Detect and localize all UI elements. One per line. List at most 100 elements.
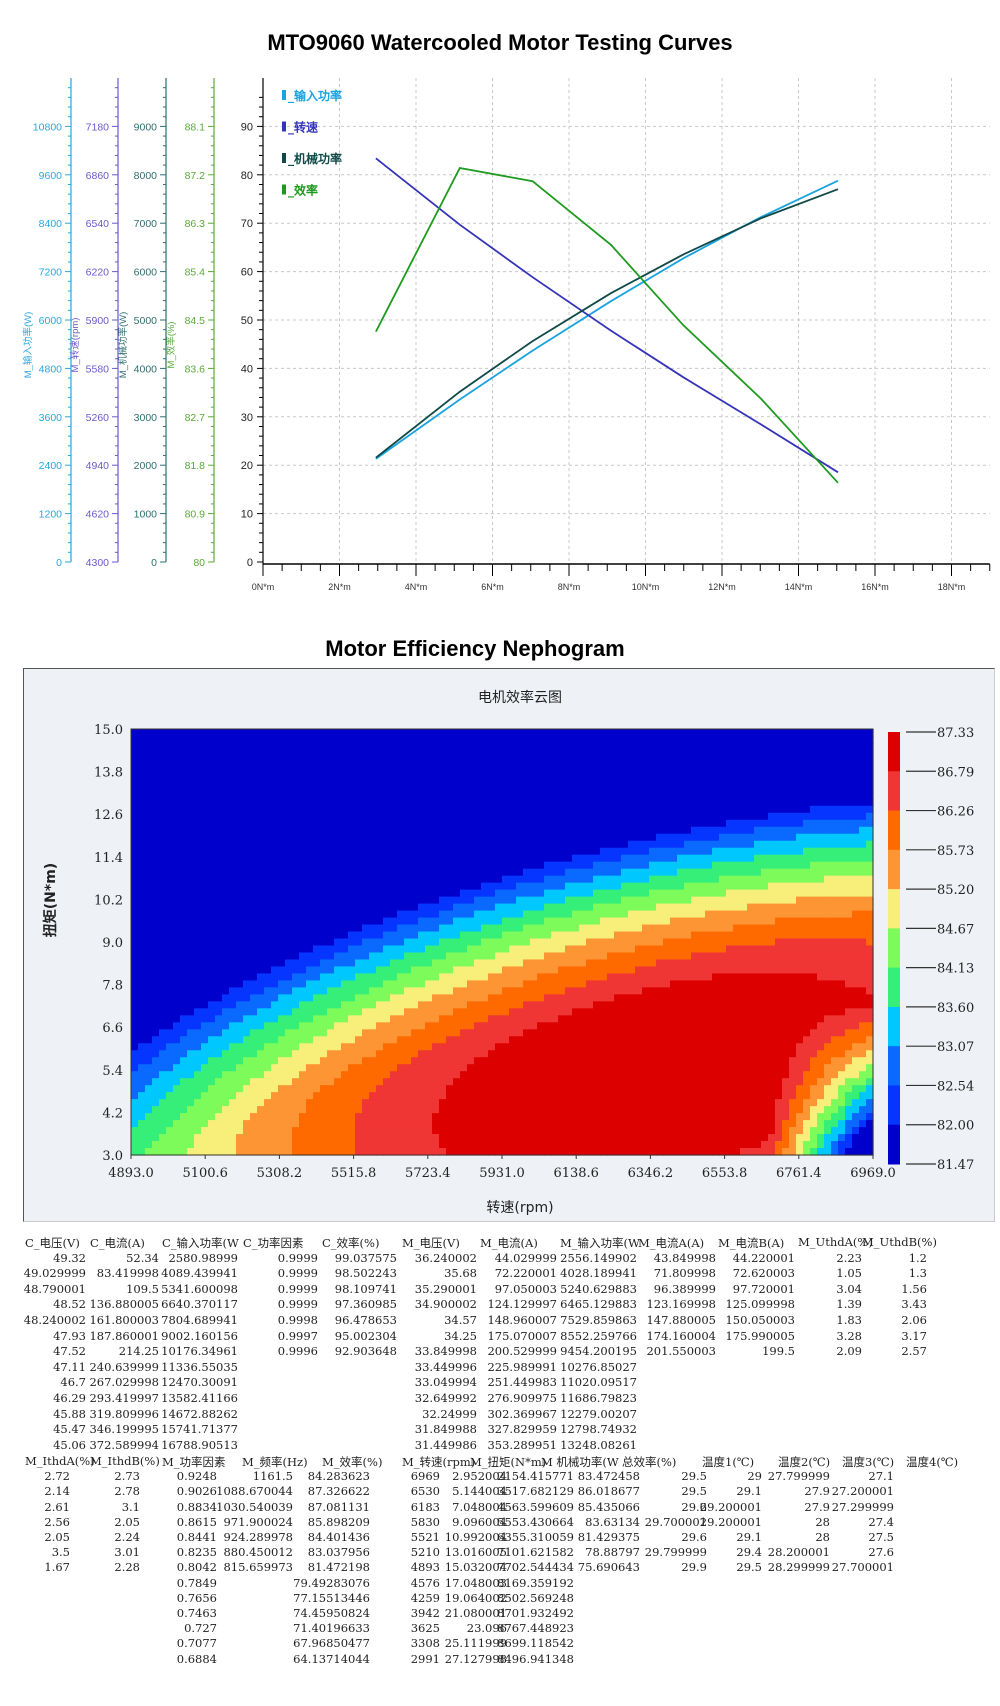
heatmap-cell	[572, 980, 580, 988]
heatmap-cell	[523, 889, 531, 898]
heatmap-cell	[866, 924, 874, 933]
heatmap-cell	[502, 833, 510, 842]
heatmap-cell	[775, 994, 783, 1002]
heatmap-cell	[243, 777, 251, 786]
heatmap-cell	[187, 889, 195, 898]
heatmap-cell	[222, 749, 230, 758]
heatmap-cell	[572, 952, 580, 961]
heatmap-cell	[208, 931, 216, 940]
heatmap-cell	[726, 763, 734, 772]
heatmap-cell	[173, 791, 181, 800]
heatmap-cell	[488, 882, 496, 891]
heatmap-cell	[551, 994, 559, 1002]
heatmap-cell	[376, 1015, 384, 1023]
heatmap-cell	[593, 840, 601, 849]
heatmap-cell	[194, 847, 202, 856]
heatmap-cell	[376, 973, 384, 982]
heatmap-cell	[285, 903, 293, 912]
heatmap-cell	[789, 910, 797, 919]
heatmap-cell	[523, 931, 531, 940]
heatmap-cell	[264, 966, 272, 975]
heatmap-cell	[789, 875, 797, 884]
heatmap-cell	[306, 847, 314, 856]
heatmap-cell	[579, 924, 587, 933]
heatmap-cell	[593, 819, 601, 828]
heatmap-cell	[586, 1015, 594, 1023]
heatmap-cell	[474, 917, 482, 926]
heatmap-cell	[460, 882, 468, 891]
heatmap-cell	[782, 903, 790, 912]
heatmap-cell	[145, 966, 153, 975]
heatmap-cell	[425, 924, 433, 933]
heatmap-cell	[292, 952, 300, 961]
heatmap-cell	[502, 840, 510, 849]
heatmap-cell	[768, 1008, 776, 1016]
heatmap-cell	[866, 945, 874, 954]
heatmap-cell	[824, 924, 832, 933]
heatmap-cell	[831, 826, 839, 835]
heatmap-cell	[488, 959, 496, 968]
heatmap-cell	[404, 903, 412, 912]
heatmap-cell	[761, 903, 769, 912]
heatmap-cell	[404, 868, 412, 877]
heatmap-cell	[817, 1001, 825, 1009]
heatmap-cell	[817, 931, 825, 940]
heatmap-cell	[131, 729, 139, 737]
heatmap-cell	[404, 735, 412, 744]
heatmap-cell	[299, 889, 307, 898]
heatmap-cell	[201, 938, 209, 947]
heatmap-cell	[656, 889, 664, 898]
heatmap-cell	[607, 882, 615, 891]
heatmap-cell	[565, 1008, 573, 1016]
heatmap-cell	[803, 819, 811, 828]
heatmap-cell	[481, 819, 489, 828]
heatmap-cell	[306, 826, 314, 835]
heatmap-cell	[579, 868, 587, 877]
heatmap-cell	[271, 742, 279, 751]
heatmap-cell	[726, 903, 734, 912]
heatmap-cell	[460, 861, 468, 870]
heatmap-cell	[313, 826, 321, 835]
heatmap-cell	[523, 784, 531, 793]
heatmap-cell	[397, 959, 405, 968]
heatmap-cell	[229, 987, 237, 995]
heatmap-cell	[481, 994, 489, 1002]
heatmap-cell	[145, 868, 153, 877]
heatmap-cell	[369, 854, 377, 863]
heatmap-cell	[838, 777, 846, 786]
heatmap-cell	[194, 749, 202, 758]
heatmap-cell	[236, 749, 244, 758]
heatmap-cell	[768, 959, 776, 968]
heatmap-cell	[824, 770, 832, 779]
heatmap-cell	[257, 931, 265, 940]
heatmap-cell	[768, 812, 776, 821]
heatmap-cell	[621, 966, 629, 975]
heatmap-cell	[859, 910, 867, 919]
heatmap-cell	[677, 938, 685, 947]
heatmap-cell	[250, 756, 258, 765]
heatmap-cell	[187, 847, 195, 856]
heatmap-cell	[467, 861, 475, 870]
heatmap-cell	[789, 1022, 797, 1030]
heatmap-cell	[761, 994, 769, 1002]
heatmap-cell	[299, 910, 307, 919]
heatmap-cell	[278, 966, 286, 975]
heatmap-cell	[537, 980, 545, 988]
heatmap-cell	[691, 917, 699, 926]
heatmap-cell	[194, 1008, 202, 1016]
heatmap-cell	[474, 959, 482, 968]
heatmap-cell	[789, 826, 797, 835]
heatmap-cell	[383, 805, 391, 814]
heatmap-cell	[278, 1008, 286, 1016]
heatmap-cell	[418, 1015, 426, 1023]
heatmap-cell	[593, 791, 601, 800]
heatmap-cell	[670, 812, 678, 821]
heatmap-cell	[544, 735, 552, 744]
heatmap-cell	[425, 966, 433, 975]
heatmap-cell	[327, 770, 335, 779]
heatmap-cell	[586, 980, 594, 988]
heatmap-cell	[831, 896, 839, 905]
heatmap-cell	[523, 875, 531, 884]
heatmap-cell	[796, 798, 804, 807]
heatmap-cell	[586, 875, 594, 884]
